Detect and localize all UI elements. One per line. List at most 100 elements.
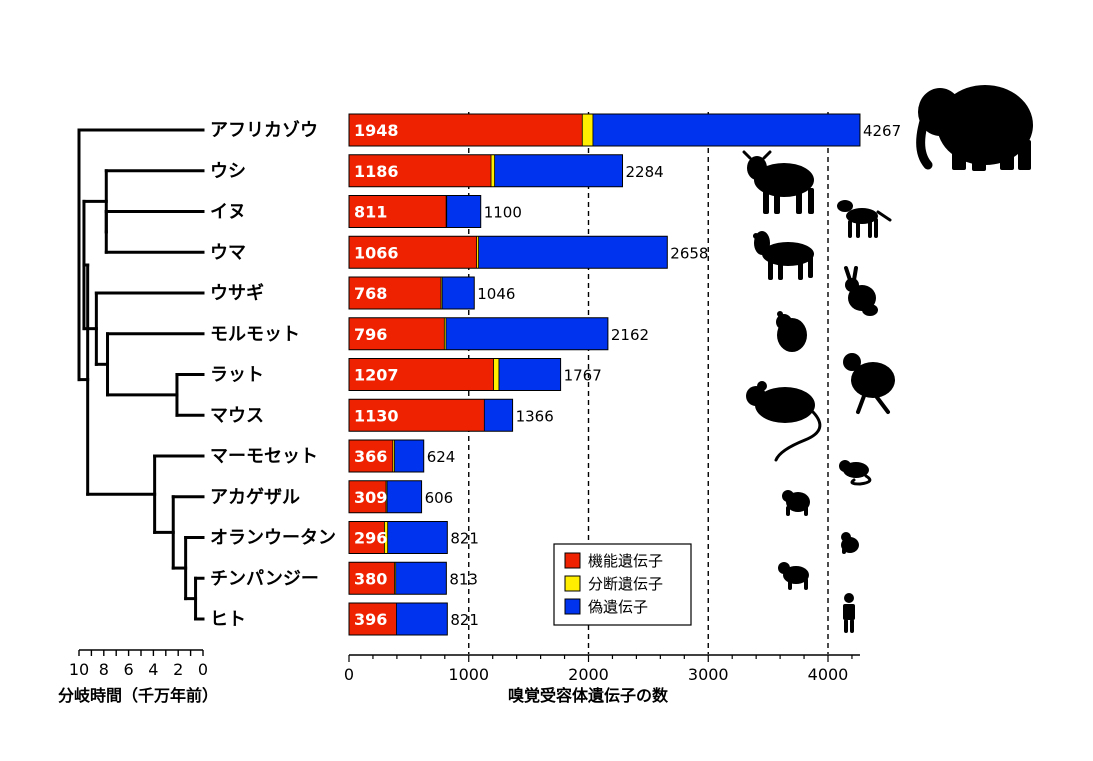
chimpanzee-icon [778, 562, 809, 590]
bar-group: 396 821 [348, 602, 479, 636]
marmoset-icon [839, 460, 872, 486]
silhouette-part [755, 387, 815, 423]
bar-group: 380 813 [348, 561, 478, 595]
bar-pseudo [392, 440, 424, 472]
bar-functional [349, 440, 393, 472]
legend-label: 分断遺伝子 [588, 575, 663, 593]
silhouette-part [774, 192, 780, 214]
silhouette-part [778, 562, 790, 574]
silhouette-part [808, 256, 813, 278]
bar-functional [349, 277, 441, 309]
functional-count-label: 1130 [354, 406, 399, 425]
tree-axis-tick-label: 0 [198, 660, 208, 679]
silhouette-part [851, 362, 895, 398]
silhouette-part [788, 580, 792, 590]
total-count-label: 1100 [484, 204, 522, 222]
total-count-label: 813 [449, 570, 478, 588]
species-label: ヒト [210, 609, 246, 630]
elephant-icon [916, 85, 1033, 171]
bar-outline [348, 521, 448, 554]
horse-icon [753, 231, 814, 280]
silhouette-part [778, 260, 783, 280]
bar-outline [348, 398, 514, 432]
human-icon [843, 593, 855, 633]
bar-functional [349, 603, 397, 635]
bar-group: 1066 2658 [348, 235, 708, 269]
silhouette-part [972, 145, 986, 171]
guinea-pig-icon [776, 311, 807, 352]
mouse-icon [746, 381, 822, 462]
dog-icon [837, 200, 892, 238]
total-count-label: 821 [450, 530, 479, 548]
silhouette-part [796, 190, 802, 214]
bar-fragmented [386, 480, 388, 513]
species-label: マウス [210, 405, 264, 426]
functional-count-label: 811 [354, 203, 387, 222]
tree-axis-tick-label: 4 [148, 660, 158, 679]
legend-swatch [564, 552, 581, 569]
bar-functional [349, 399, 485, 432]
bar-functional [349, 154, 492, 187]
bar-functional [349, 358, 494, 391]
tree-axis-tick-label: 8 [99, 660, 109, 679]
silhouette-part [843, 353, 861, 371]
silhouette-part [1018, 140, 1031, 170]
species-label: アカゲザル [210, 486, 300, 508]
silhouette-part [753, 233, 769, 243]
functional-count-label: 366 [354, 447, 387, 466]
bar-outline [348, 195, 482, 228]
silhouette-part [848, 220, 852, 238]
bar-functional [349, 114, 583, 146]
bar-pseudo [582, 114, 860, 146]
silhouette-part [918, 88, 962, 136]
total-count-label: 624 [427, 448, 456, 466]
silhouette-part [808, 188, 814, 214]
bar-outline [348, 439, 425, 473]
bar-group: 768 1046 [348, 276, 515, 310]
total-count-label: 2162 [611, 326, 649, 344]
species-label: ウマ [210, 242, 246, 263]
bar-outline [348, 358, 562, 391]
bar-fragmented [392, 440, 395, 472]
functional-count-label: 1207 [354, 366, 399, 385]
orangutan-icon [841, 532, 859, 554]
bar-fragmented [491, 154, 495, 187]
rhesus-icon [782, 490, 810, 516]
silhouette-part [754, 163, 814, 197]
bar-functional [349, 195, 447, 228]
bar-outline [348, 276, 475, 310]
bar-outline [348, 317, 609, 351]
silhouette-part [804, 578, 808, 590]
bar-pseudo [493, 358, 561, 391]
legend-label: 機能遺伝子 [588, 552, 663, 570]
x-tick-label: 2000 [568, 665, 609, 684]
functional-count-label: 396 [354, 610, 387, 629]
tree-time-axis: 10 8 6 4 2 0 分岐時間（千万年前） [58, 649, 218, 705]
total-count-label: 2658 [670, 244, 708, 262]
x-tick-label: 4000 [808, 665, 849, 684]
bar-outline [348, 561, 447, 595]
bar-pseudo [491, 154, 623, 187]
animal-silhouettes [742, 85, 1033, 633]
silhouette-part [742, 150, 772, 160]
functional-count-label: 380 [354, 569, 387, 588]
total-count-label: 606 [425, 489, 454, 507]
functional-count-label: 1948 [354, 121, 399, 140]
bar-functional [349, 521, 385, 554]
bar-fragmented [440, 277, 443, 309]
x-tick-label: 0 [344, 665, 354, 684]
total-count-label: 4267 [863, 122, 901, 140]
species-label: ウサギ [210, 283, 264, 304]
silhouette-part [746, 386, 766, 406]
total-count-label: 1046 [477, 285, 515, 303]
silhouette-part [774, 410, 822, 462]
bar-functional [349, 236, 477, 269]
bar-outline [348, 113, 861, 147]
bar-pseudo [394, 562, 447, 595]
bar-fragmented [582, 114, 593, 146]
bar-group: 1186 2284 [348, 154, 664, 188]
bar-outline [348, 480, 423, 514]
species-label: チンパンジー [210, 568, 319, 589]
total-count-label: 1767 [564, 367, 602, 385]
